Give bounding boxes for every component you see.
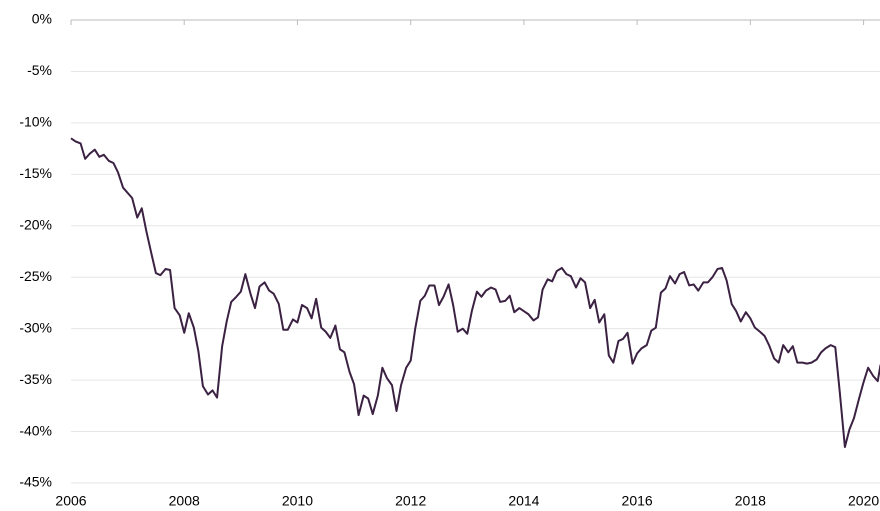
y-tick-label: -35% — [19, 371, 52, 387]
y-tick-label: -20% — [19, 216, 52, 232]
y-tick-label: -10% — [19, 114, 52, 130]
x-tick-label: 2006 — [55, 493, 86, 509]
y-tick-label: -40% — [19, 422, 52, 438]
y-tick-label: -5% — [27, 62, 52, 78]
x-tick-label: 2016 — [622, 493, 653, 509]
x-tick-label: 2020 — [848, 493, 879, 509]
x-tick-label: 2008 — [169, 493, 200, 509]
y-tick-label: 0% — [32, 11, 52, 27]
x-tick-label: 2012 — [395, 493, 426, 509]
y-tick-label: -30% — [19, 319, 52, 335]
x-tick-label: 2010 — [282, 493, 313, 509]
y-tick-label: -25% — [19, 268, 52, 284]
y-tick-label: -15% — [19, 165, 52, 181]
x-tick-label: 2018 — [735, 493, 766, 509]
y-tick-label: -45% — [19, 474, 52, 490]
x-tick-label: 2014 — [508, 493, 539, 509]
data-line — [70, 137, 880, 448]
